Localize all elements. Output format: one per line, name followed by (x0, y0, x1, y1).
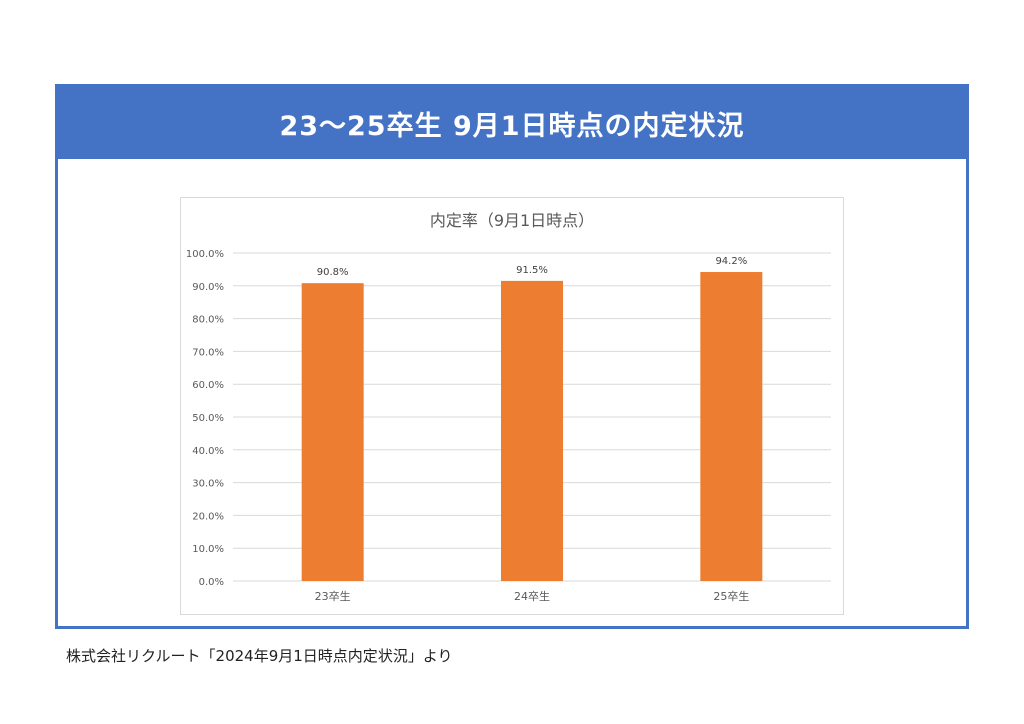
y-tick-label: 70.0% (192, 347, 224, 358)
y-tick-label: 60.0% (192, 380, 224, 391)
bar (501, 280, 563, 581)
source-note: 株式会社リクルート「2024年9月1日時点内定状況」より (66, 647, 453, 665)
bar (700, 272, 763, 581)
y-tick-label: 90.0% (192, 282, 224, 293)
chart-title: 内定率（9月1日時点） (430, 211, 594, 230)
y-tick-label: 100.0% (186, 249, 224, 260)
y-tick-label: 50.0% (192, 413, 224, 424)
data-label: 94.2% (715, 256, 747, 267)
y-tick-label: 0.0% (199, 577, 224, 588)
x-tick-label: 25卒生 (713, 589, 749, 603)
x-tick-label: 24卒生 (514, 589, 550, 603)
panel-title: 23～25卒生 9月1日時点の内定状況 (58, 87, 966, 159)
y-tick-label: 20.0% (192, 511, 224, 522)
y-tick-label: 30.0% (192, 479, 224, 490)
data-label: 90.8% (317, 267, 349, 278)
data-label: 91.5% (516, 265, 548, 276)
y-tick-label: 80.0% (192, 315, 224, 326)
bar (301, 283, 364, 581)
chart-area: 内定率（9月1日時点） 0.0% 10.0% 20.0% 30.0% 40.0% 50.0%… (180, 197, 844, 615)
bar-chart: 内定率（9月1日時点） 0.0% 10.0% 20.0% 30.0% 40.0% 50.0%… (186, 211, 831, 603)
y-tick-label: 10.0% (192, 544, 224, 555)
y-tick-label: 40.0% (192, 446, 224, 457)
x-tick-label: 23卒生 (315, 589, 351, 603)
